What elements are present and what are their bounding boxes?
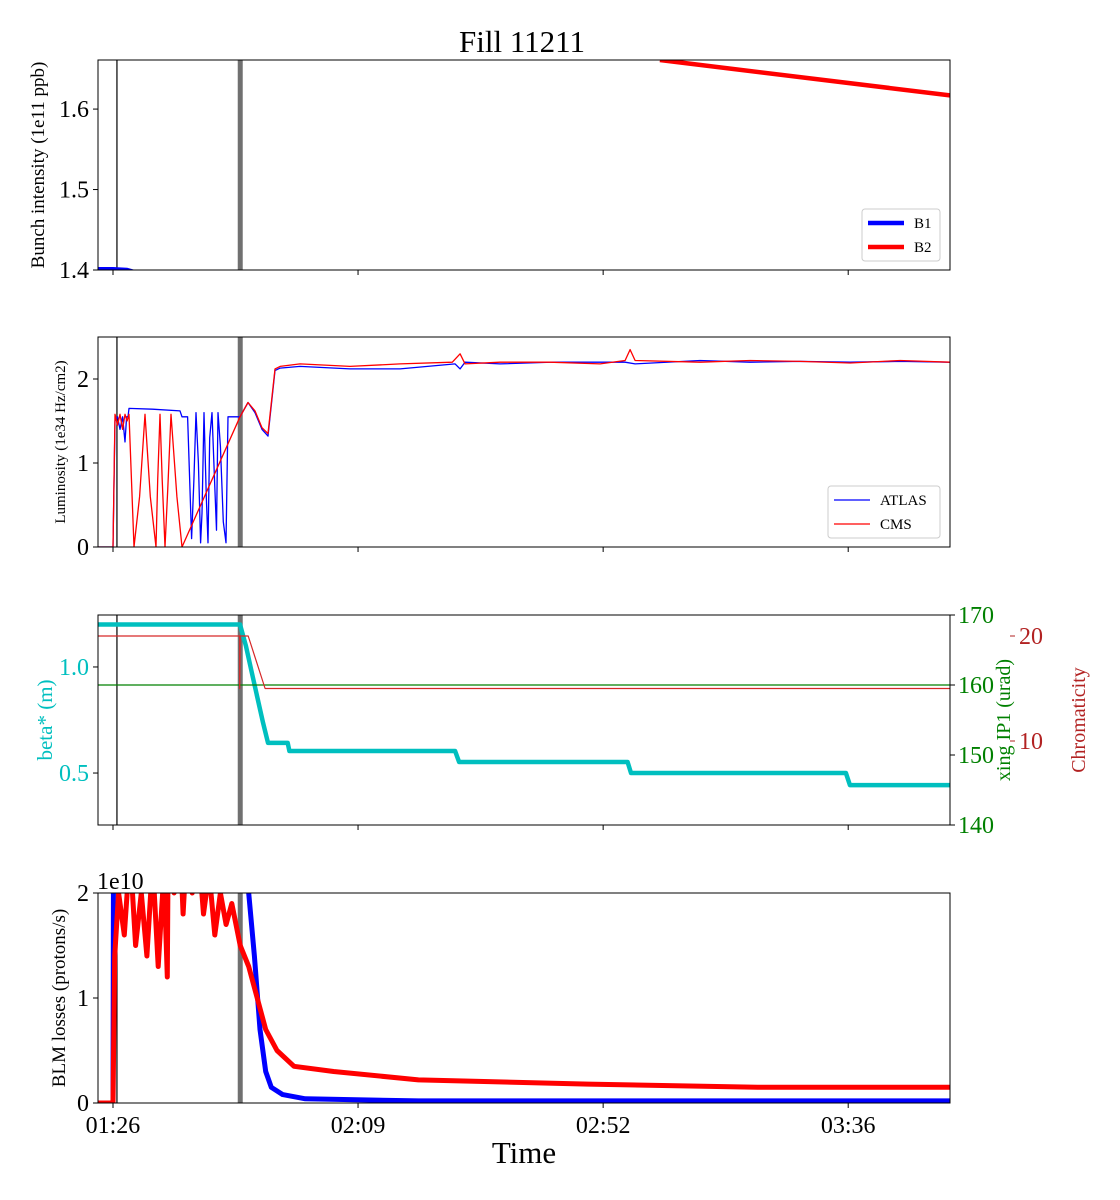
legend-box	[827, 485, 941, 539]
x-tick-label: 01:26	[86, 1113, 141, 1139]
series-b2-losses	[98, 893, 950, 1103]
legend-label: B1	[914, 216, 932, 232]
y-tick-label: 1.5	[59, 178, 89, 204]
y-tick-label: 1.4	[59, 258, 89, 284]
series-cms	[98, 348, 950, 547]
legend: B1 B2	[861, 208, 941, 262]
panel-luminosity: 0 1 2 Luminosity (1e34 Hz/cm2) ATLAS CMS	[53, 336, 951, 561]
x-tick-label: 03:36	[821, 1113, 876, 1139]
y-tick-label: 140	[958, 813, 994, 839]
panel-frame	[97, 614, 951, 826]
y-tick-label: 0.5	[59, 761, 89, 787]
y-tick-label: 170	[958, 603, 994, 629]
y-axis-label: beta* (m)	[33, 679, 57, 760]
plot-area	[98, 615, 950, 825]
y-axis-label: Chromaticity	[1068, 667, 1090, 773]
panel-frame	[97, 892, 951, 1104]
x-tick-label: 02:09	[331, 1113, 386, 1139]
y-tick-label: 2	[77, 881, 89, 907]
series-b2	[659, 60, 950, 98]
chart-title: Fill 11211	[459, 24, 585, 59]
legend-label: ATLAS	[880, 493, 927, 509]
series-chromaticity	[98, 635, 950, 690]
y-tick-label: 0	[77, 1091, 89, 1117]
series-b1	[98, 266, 136, 270]
series-beta-	[98, 622, 950, 788]
y-tick-label: 0	[77, 535, 89, 561]
panels: 1.4 1.5 1.6 Bunch intensity (1e11 ppb) B1 B2 0…	[28, 59, 1090, 1139]
y-tick-label: 1.0	[59, 655, 89, 681]
legend: ATLAS CMS	[827, 485, 941, 539]
y-tick-label: 10	[1019, 729, 1043, 755]
plot-area	[98, 893, 950, 1103]
x-tick-label: 02:52	[576, 1113, 631, 1139]
y-tick-label: 20	[1019, 624, 1043, 650]
x-axis-label: Time	[492, 1135, 556, 1170]
y-tick-label: 2	[77, 367, 89, 393]
panel-bunch-intensity: 1.4 1.5 1.6 Bunch intensity (1e11 ppb) B1 B2	[28, 59, 951, 284]
plot-area	[98, 337, 950, 547]
y-axis-label: BLM losses (protons/s)	[49, 909, 70, 1087]
legend-label: CMS	[880, 517, 912, 533]
series-atlas	[98, 359, 950, 547]
y-axis-label: Luminosity (1e34 Hz/cm2)	[53, 360, 69, 523]
panel-blm-losses: 0 1 2 BLM losses (protons/s) 01:26 02:09 02:52…	[49, 869, 951, 1139]
series-b1-losses	[98, 893, 950, 1103]
y-axis-label: xing IP1 (urad)	[993, 659, 1015, 781]
y-tick-label: 1.6	[59, 97, 89, 123]
y-tick-label: 1	[77, 451, 89, 477]
y-tick-label: 150	[958, 743, 994, 769]
offset-text: 1e10	[97, 869, 144, 895]
plot-area	[98, 60, 950, 270]
y-axis-label: Bunch intensity (1e11 ppb)	[28, 62, 49, 269]
y-tick-label: 1	[77, 986, 89, 1012]
legend-label: B2	[914, 240, 932, 256]
panel-frame	[97, 336, 951, 548]
panel-frame	[97, 59, 951, 271]
y-tick-label: 160	[958, 673, 994, 699]
